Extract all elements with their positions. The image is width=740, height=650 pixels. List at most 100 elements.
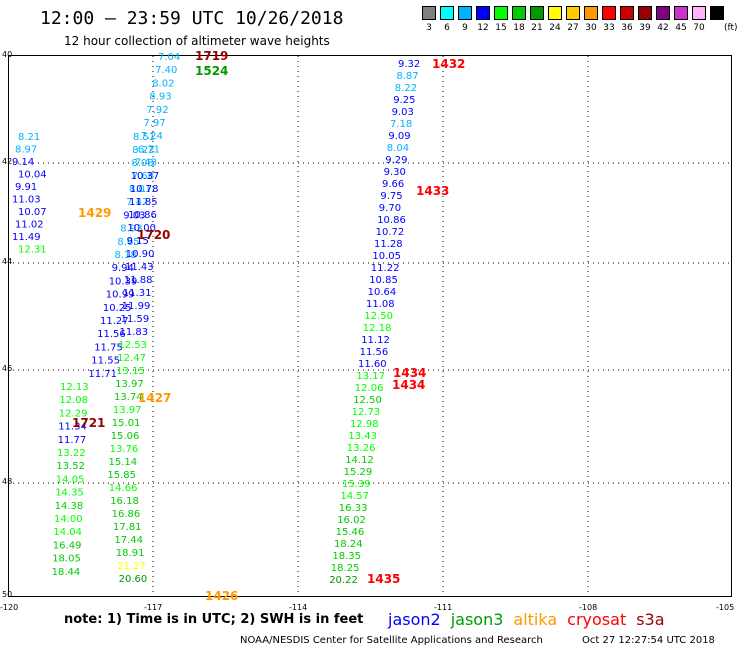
y-tick-label: 50 [2,590,13,599]
wave-height-east-track: 16.33 [339,503,368,514]
x-tick-label: -108 [579,603,598,612]
scale-swatch [530,6,544,20]
y-tick-label: 48 [2,477,13,486]
scale-label: 36 [621,23,633,33]
scale-swatch [476,6,490,20]
wave-height-mid-track: 11.83 [120,327,149,338]
map-plot-area [8,55,732,597]
pass-time-label: 1435 [367,572,400,586]
wave-height-west-track: 8.18 [115,250,137,261]
scale-swatch [692,6,706,20]
wave-height-east-track: 9.30 [384,167,406,178]
wave-height-east-track: 15.39 [342,479,371,490]
wave-height-east-track: 10.05 [372,251,401,262]
wave-height-mid-track: 13.76 [110,444,139,455]
scale-swatch [602,6,616,20]
y-tick-label: 44 [2,257,13,266]
scale-label: 21 [531,23,543,33]
wave-height-mid-track: 8.21 [18,132,40,143]
wave-height-west-track: 8.02 [152,78,174,89]
wave-height-mid-track: 14.66 [109,483,138,494]
scale-label: 3 [426,23,432,33]
wave-height-west-track: 6.71 [138,144,160,155]
wave-height-west-track: 12.08 [59,395,88,406]
wave-height-mid-track: 9.15 [127,236,149,247]
wave-height-west-track: 10.39 [109,276,138,287]
scale-swatch [656,6,670,20]
wave-height-mid-track: 17.44 [114,535,143,546]
wave-height-mid-track: 10.04 [18,170,47,181]
scale-label: 6 [444,23,450,33]
wave-height-west-track: 14.04 [53,527,82,538]
wave-height-east-track: 9.32 [398,59,420,70]
wave-height-east-track: 20.22 [329,575,358,586]
wave-height-east-track: 8.87 [396,71,418,82]
pass-time-label: 1434 [392,378,425,392]
scale-label: 39 [639,23,651,33]
wave-height-mid-track: 16.18 [110,496,139,507]
pass-time-label: 1432 [432,57,465,71]
pass-time-label: 1721 [72,416,105,430]
scale-swatch [512,6,526,20]
wave-height-east-track: 16.02 [337,515,366,526]
wave-height-west-track: 11.75 [94,342,123,353]
wave-height-west-track: 12.29 [59,408,88,419]
pass-time-label: 1433 [416,184,449,198]
wave-height-east-track: 18.24 [334,539,363,550]
scale-swatch [494,6,508,20]
wave-height-west-track: 11.55 [91,356,120,367]
legend-jason2: jason2 [388,610,441,629]
y-tick-label: 40 [2,50,13,59]
wave-height-west-track: 8.93 [149,92,171,103]
wave-height-west-track: 10.99 [106,290,135,301]
pass-time-label: 1719 [195,49,228,63]
scale-label: 24 [549,23,561,33]
pass-time-label: 1524 [195,64,228,78]
wave-height-mid-track: 11.31 [123,288,152,299]
wave-height-west-track: 14.35 [55,488,84,499]
wave-height-mid-track: 13.15 [116,366,145,377]
y-tick-label: 42 [2,157,13,166]
scale-label: 15 [495,23,507,33]
wave-height-mid-track: 13.97 [113,405,142,416]
pass-time-label: 1427 [138,391,171,405]
wave-height-mid-track: 12.53 [118,340,147,351]
wave-height-east-track: 7.18 [390,119,412,130]
wave-height-west-track: 14.38 [55,501,84,512]
scale-swatch [638,6,652,20]
x-tick-label: -114 [289,603,308,612]
wave-height-east-track: 13.26 [347,443,376,454]
scale-swatch [674,6,688,20]
wave-height-mid-track: 13.97 [115,379,144,390]
scale-swatch [548,6,562,20]
wave-height-mid-track: 10.90 [126,249,155,260]
wave-height-west-track: 11.27 [100,316,129,327]
wave-height-east-track: 12.50 [353,395,382,406]
wave-height-mid-track: 15.14 [109,457,138,468]
legend-altika: altika [513,610,558,629]
wave-height-east-track: 14.12 [345,455,374,466]
wave-height-east-track: 9.66 [382,179,404,190]
wave-height-west-track: 11.71 [88,369,117,380]
wave-height-east-track: 11.12 [361,335,390,346]
wave-height-west-track: 9.03 [123,210,145,221]
wave-height-east-track: 10.86 [377,215,406,226]
wave-height-mid-track: 11.88 [124,275,153,286]
wave-height-mid-track: 8.08 [131,158,153,169]
x-tick-label: -117 [144,603,163,612]
scale-label: 18 [513,23,525,33]
scale-swatch [458,6,472,20]
x-tick-label: -120 [0,603,19,612]
wave-height-west-track: 7.92 [146,105,168,116]
wave-height-east-track: 12.18 [363,323,392,334]
wave-height-mid-track: 15.01 [112,418,141,429]
wave-height-east-track: 11.56 [360,347,389,358]
wave-height-east-track: 10.85 [369,275,398,286]
wave-height-east-track: 9.29 [385,155,407,166]
wave-height-mid-track: 9.14 [12,157,34,168]
wave-height-west-track: 16.49 [53,540,82,551]
wave-height-mid-track: 11.59 [121,314,150,325]
wave-height-mid-track: 11.43 [125,262,154,273]
scale-label: 33 [603,23,615,33]
